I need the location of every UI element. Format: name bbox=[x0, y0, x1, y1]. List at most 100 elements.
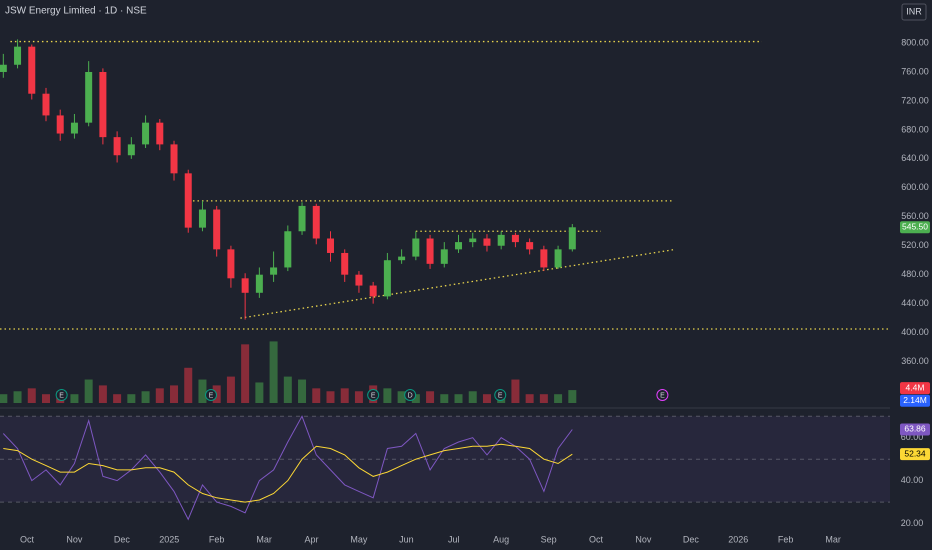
volume-bar bbox=[98, 385, 107, 403]
candle-body bbox=[355, 274, 363, 286]
candle-body bbox=[312, 205, 320, 239]
candle-body bbox=[540, 249, 548, 268]
volume-bar bbox=[226, 376, 235, 403]
candle-body bbox=[241, 278, 249, 293]
candle-body bbox=[127, 144, 135, 156]
chart-title: JSW Energy Limited · 1D · NSE bbox=[5, 6, 147, 17]
x-tick-label: Apr bbox=[305, 534, 319, 544]
volume-ma-box bbox=[900, 394, 930, 407]
volume-bar bbox=[482, 394, 491, 403]
candle-body bbox=[227, 249, 235, 279]
volume-bar bbox=[170, 385, 179, 403]
last-price-box bbox=[900, 221, 930, 234]
candle-body bbox=[455, 242, 463, 250]
candle-body bbox=[270, 267, 278, 275]
volume-bar bbox=[141, 391, 150, 403]
x-tick-label: Dec bbox=[683, 534, 700, 544]
candle-body bbox=[99, 71, 107, 138]
candle-body bbox=[56, 115, 64, 134]
x-tick-label: Nov bbox=[66, 534, 83, 544]
y-tick-label: 800.00 bbox=[901, 37, 929, 47]
volume-bar bbox=[184, 367, 193, 403]
volume-bar bbox=[426, 391, 435, 403]
rsi-tick-label: 60.00 bbox=[901, 432, 924, 442]
y-tick-label: 440.00 bbox=[901, 298, 929, 308]
candle-body bbox=[28, 46, 36, 94]
volume-last-box bbox=[900, 382, 930, 395]
rsi-ma-last: 52.34 bbox=[904, 448, 926, 458]
trend-line bbox=[240, 248, 676, 319]
candle-body bbox=[0, 64, 7, 72]
rsi-ma-line bbox=[3, 443, 573, 503]
event-icon bbox=[494, 389, 507, 401]
volume-bar bbox=[397, 391, 406, 403]
volume-ma: 2.14M bbox=[903, 395, 927, 405]
y-tick-label: 360.00 bbox=[901, 356, 929, 366]
volume-bar bbox=[298, 379, 307, 403]
candle-body bbox=[213, 209, 221, 250]
volume-bar bbox=[283, 376, 292, 403]
x-tick-label: Feb bbox=[209, 534, 225, 544]
candle-body bbox=[469, 238, 477, 243]
candle-body bbox=[440, 249, 448, 264]
rsi-tick-label: 20.00 bbox=[901, 518, 924, 528]
y-tick-label: 560.00 bbox=[901, 211, 929, 221]
x-tick-label: May bbox=[350, 534, 368, 544]
event-label: E bbox=[371, 392, 376, 399]
rsi-line bbox=[2, 415, 573, 521]
y-tick-label: 400.00 bbox=[901, 327, 929, 337]
x-tick-label: Sep bbox=[541, 534, 557, 544]
volume-bar bbox=[155, 388, 164, 403]
rsi-tick-label: 40.00 bbox=[901, 475, 924, 485]
volume-bar bbox=[84, 379, 93, 403]
candle-body bbox=[198, 209, 206, 228]
volume-bar bbox=[525, 394, 534, 403]
volume-bar bbox=[440, 394, 449, 403]
event-icon bbox=[205, 389, 218, 401]
candle-body bbox=[156, 122, 164, 145]
candle-body bbox=[398, 256, 406, 261]
candle-body bbox=[298, 205, 306, 232]
x-tick-label: Oct bbox=[589, 534, 604, 544]
candle-body bbox=[383, 260, 391, 297]
candle-body bbox=[326, 238, 334, 253]
rsi-ma-last-box bbox=[900, 448, 930, 461]
candle-body bbox=[170, 144, 178, 174]
volume-bar bbox=[383, 388, 392, 403]
candle-body bbox=[526, 242, 534, 250]
rsi-last: 63.86 bbox=[904, 424, 926, 434]
candle-body bbox=[14, 46, 22, 65]
event-label: E bbox=[498, 392, 503, 399]
candle-body bbox=[85, 71, 93, 123]
candle-body bbox=[70, 122, 78, 134]
volume-bar bbox=[468, 391, 477, 403]
event-icon bbox=[367, 389, 380, 401]
x-tick-label: Oct bbox=[20, 534, 35, 544]
event-label: E bbox=[209, 392, 214, 399]
volume-bar bbox=[70, 394, 79, 403]
candle-body bbox=[42, 93, 50, 116]
currency[interactable]: INR bbox=[906, 6, 922, 16]
candle-body bbox=[113, 137, 121, 156]
x-tick-label: Feb bbox=[778, 534, 794, 544]
y-tick-label: 480.00 bbox=[901, 269, 929, 279]
event-label: D bbox=[408, 392, 413, 399]
candle-body bbox=[568, 227, 576, 250]
candle-body bbox=[497, 234, 505, 246]
currency-box[interactable] bbox=[901, 3, 927, 21]
volume-bar bbox=[241, 344, 250, 403]
volume-bar bbox=[354, 391, 363, 403]
x-tick-label: 2026 bbox=[728, 534, 748, 544]
volume-bar bbox=[0, 394, 8, 403]
rsi-last-box bbox=[900, 423, 930, 436]
volume-bar bbox=[554, 394, 563, 403]
candle-body bbox=[483, 238, 491, 246]
y-tick-label: 600.00 bbox=[901, 182, 929, 192]
volume-bar bbox=[255, 382, 264, 403]
candle-body bbox=[511, 234, 519, 243]
y-tick-label: 520.00 bbox=[901, 240, 929, 250]
volume-bar bbox=[198, 379, 207, 403]
